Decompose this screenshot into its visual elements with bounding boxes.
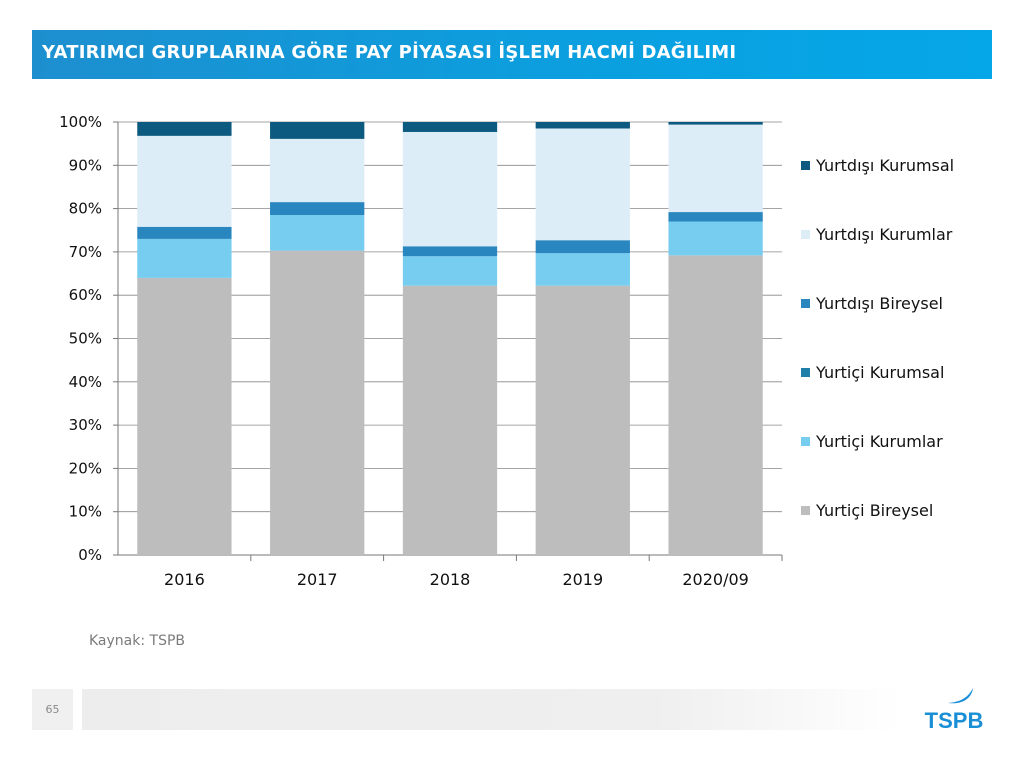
y-tick-label: 10% [69, 503, 102, 521]
bar-segment [668, 255, 763, 555]
legend-swatch [801, 506, 810, 515]
y-tick-label: 80% [69, 200, 102, 218]
legend-swatch [801, 161, 810, 170]
bar-segment [668, 221, 763, 256]
bar-segment [137, 277, 232, 555]
bar-segment [535, 122, 630, 129]
x-tick-label: 2020/09 [682, 570, 748, 589]
bar-segment [668, 124, 763, 213]
legend-label: Yurtiçi Kurumsal [815, 363, 944, 382]
bar-segment [535, 128, 630, 241]
logo-swoosh [948, 688, 973, 704]
x-tick-label: 2016 [164, 570, 205, 589]
legend-label: Yurtiçi Bireysel [815, 501, 933, 520]
y-tick-label: 40% [69, 373, 102, 391]
legend-swatch [801, 299, 810, 308]
bar-segment [270, 250, 365, 555]
legend-label: Yurtdışı Kurumsal [815, 156, 954, 175]
y-tick-label: 90% [69, 156, 102, 174]
title-bar: YATIRIMCI GRUPLARINA GÖRE PAY PİYASASI İ… [32, 30, 992, 79]
page-number-box: 65 [32, 689, 73, 730]
page-number: 65 [45, 703, 60, 716]
x-tick-label: 2018 [430, 570, 471, 589]
bar-segment [402, 246, 498, 257]
bar-segment [402, 285, 498, 555]
bar-segment [270, 122, 365, 139]
y-tick-label: 0% [78, 546, 102, 564]
bar-segment [535, 285, 630, 555]
stacked-bar-chart: 0% 10% 20% 30% 40% 50% 60% 70% 80% 90% 100% 2016 201… [59, 113, 954, 589]
logo-text: TSPB [925, 708, 984, 732]
source-note: Kaynak: TSPB [89, 633, 186, 649]
footer-bar [82, 689, 902, 730]
legend-label: Yurtdışı Bireysel [815, 294, 943, 313]
bar-segment [137, 238, 232, 278]
bar-segment [535, 240, 630, 254]
bar-segment [270, 138, 365, 203]
y-tick-label: 20% [69, 459, 102, 477]
tspb-logo: TSPB [925, 688, 984, 732]
bar-segment [402, 256, 498, 286]
bar-segment [137, 226, 232, 239]
bar-segment [270, 202, 365, 216]
bar-segment [402, 131, 498, 247]
bar-segment [137, 135, 232, 227]
legend-swatch [801, 230, 810, 239]
legend-swatch [801, 368, 810, 377]
y-tick-label: 50% [69, 330, 102, 348]
y-tick-label: 100% [59, 113, 102, 131]
bar-segment [668, 212, 763, 222]
y-tick-label: 70% [69, 243, 102, 261]
legend-swatch [801, 437, 810, 446]
bar-segment [535, 253, 630, 286]
bar-segment [668, 122, 763, 125]
page-title: YATIRIMCI GRUPLARINA GÖRE PAY PİYASASI İ… [42, 42, 737, 63]
y-tick-label: 30% [69, 416, 102, 434]
y-tick-label: 60% [69, 286, 102, 304]
x-tick-label: 2019 [562, 570, 603, 589]
bar-segment [402, 122, 498, 132]
bar-segment [137, 122, 232, 136]
legend-label: Yurtdışı Kurumlar [815, 225, 953, 244]
x-tick-label: 2017 [297, 570, 338, 589]
legend-label: Yurtiçi Kurumlar [815, 432, 943, 451]
bar-segment [270, 215, 365, 251]
